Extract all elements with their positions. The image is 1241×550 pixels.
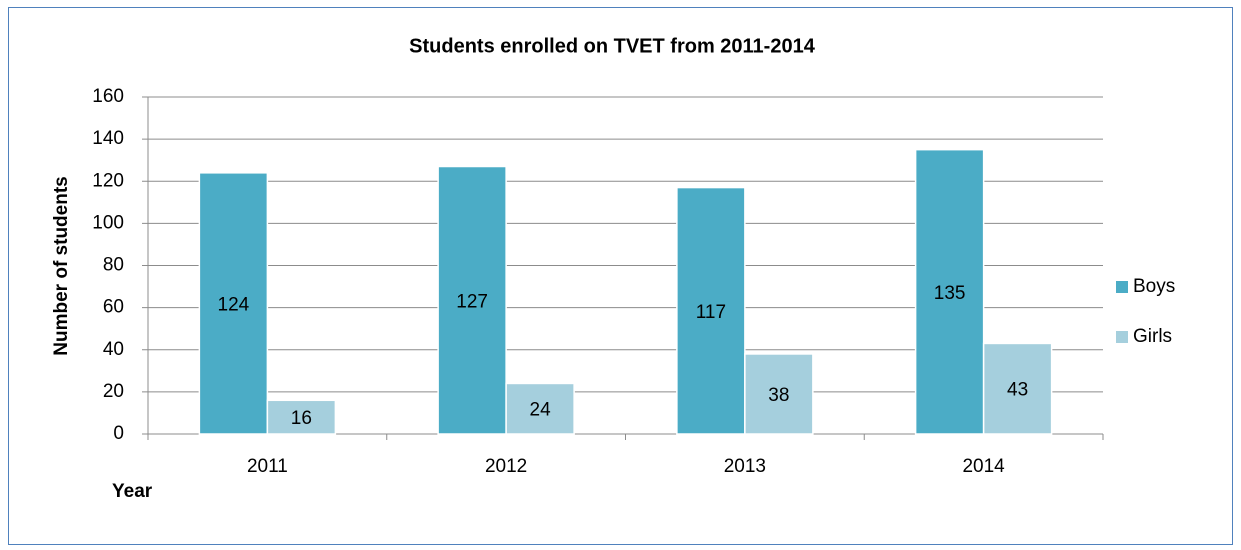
y-tick-label: 40 <box>103 339 124 360</box>
value-label: 16 <box>291 408 312 429</box>
x-tick-label: 2014 <box>962 456 1005 477</box>
value-label: 24 <box>530 400 552 421</box>
bar <box>437 165 507 435</box>
chart-title: Students enrolled on TVET from 2011-2014 <box>409 35 816 57</box>
y-tick-label: 140 <box>92 128 124 149</box>
y-tick-label: 160 <box>92 86 124 107</box>
bar <box>982 342 1053 435</box>
bar <box>914 148 985 435</box>
value-label: 135 <box>934 283 966 304</box>
x-tick-label: 2012 <box>485 456 527 477</box>
chart-border <box>8 7 1233 545</box>
bar <box>198 172 269 435</box>
y-tick-label: 120 <box>92 170 124 191</box>
bar <box>676 186 746 435</box>
legend-swatch <box>1116 331 1128 343</box>
y-tick-label: 60 <box>103 297 124 318</box>
y-axis-title: Number of students <box>51 176 72 355</box>
value-label: 127 <box>456 291 488 312</box>
y-tick-label: 20 <box>103 381 124 402</box>
y-tick-label: 80 <box>103 255 124 276</box>
x-tick-label: 2013 <box>724 456 766 477</box>
value-label: 43 <box>1007 380 1028 401</box>
y-tick-label: 100 <box>92 212 124 233</box>
legend-label: Boys <box>1133 276 1175 297</box>
y-tick-label: 0 <box>113 423 124 444</box>
legend-label: Girls <box>1133 326 1172 347</box>
bar <box>266 399 337 435</box>
value-label: 117 <box>696 302 726 323</box>
x-tick-label: 2011 <box>247 456 288 477</box>
value-label: 38 <box>768 385 789 406</box>
x-axis-title: Year <box>112 481 153 502</box>
legend-swatch <box>1116 281 1128 293</box>
bar <box>744 353 814 435</box>
value-label: 124 <box>218 294 250 315</box>
bar <box>505 382 575 435</box>
